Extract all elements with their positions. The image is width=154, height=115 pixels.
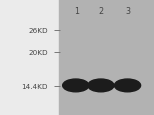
Bar <box>0 0 59 115</box>
Text: 26KD: 26KD <box>28 28 48 34</box>
Text: 20KD: 20KD <box>28 50 48 56</box>
Text: 1: 1 <box>74 7 79 16</box>
Text: 2: 2 <box>98 7 103 16</box>
Ellipse shape <box>88 79 114 92</box>
Text: 14.4KD: 14.4KD <box>21 83 48 89</box>
Ellipse shape <box>114 79 141 92</box>
Bar <box>59 0 154 115</box>
Text: 3: 3 <box>125 7 130 16</box>
Ellipse shape <box>63 79 89 92</box>
